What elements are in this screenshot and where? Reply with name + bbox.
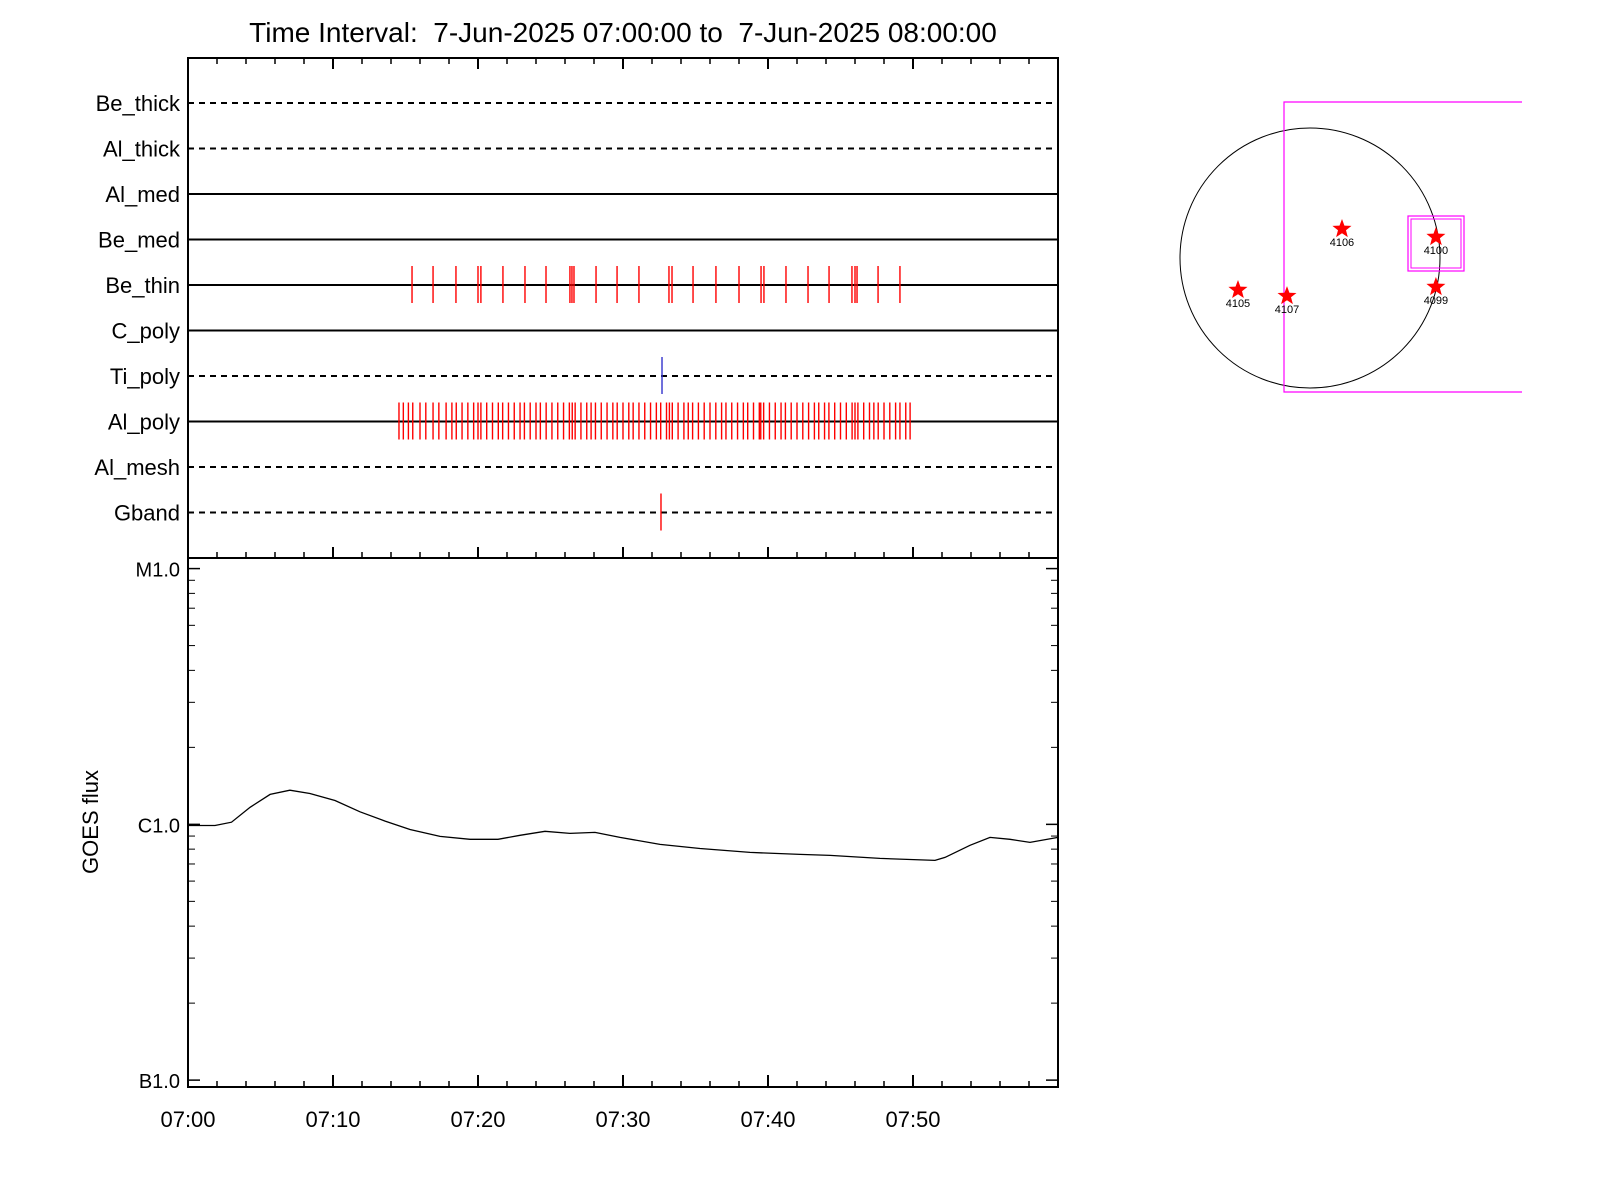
region-label: 4107 bbox=[1275, 304, 1299, 316]
row-label: Al_thick bbox=[103, 137, 181, 162]
row-label: Gband bbox=[114, 501, 180, 526]
region-star bbox=[1277, 286, 1297, 305]
region-label: 4100 bbox=[1424, 245, 1448, 257]
region-star bbox=[1426, 277, 1446, 296]
x-tick-label: 07:20 bbox=[450, 1107, 505, 1132]
row-label: Al_med bbox=[105, 182, 180, 207]
row-label: C_poly bbox=[112, 319, 180, 344]
y-tick-label: C1.0 bbox=[138, 815, 180, 837]
y-tick-label: M1.0 bbox=[136, 560, 180, 582]
region-star bbox=[1426, 227, 1446, 246]
region-label: 4106 bbox=[1330, 237, 1354, 249]
x-tick-label: 07:00 bbox=[160, 1107, 215, 1132]
x-tick-label: 07:50 bbox=[885, 1107, 940, 1132]
row-label: Ti_poly bbox=[110, 364, 180, 389]
x-tick-label: 07:10 bbox=[305, 1107, 360, 1132]
field-of-view bbox=[1283, 101, 1522, 393]
region-star bbox=[1228, 280, 1248, 298]
row-label: Al_mesh bbox=[94, 455, 180, 480]
x-tick-label: 07:40 bbox=[740, 1107, 795, 1132]
row-label: Al_poly bbox=[108, 410, 180, 435]
row-label: Be_med bbox=[98, 228, 180, 253]
target-box-inner bbox=[1410, 218, 1462, 269]
region-label: 4105 bbox=[1226, 298, 1250, 310]
chart-title: Time Interval: 7-Jun-2025 07:00:00 to 7-… bbox=[249, 17, 997, 48]
sun-panel bbox=[1179, 101, 1522, 393]
y-axis-label: GOES flux bbox=[78, 770, 103, 874]
region-star bbox=[1332, 219, 1352, 238]
row-label: Be_thin bbox=[105, 273, 180, 298]
y-tick-label: B1.0 bbox=[139, 1071, 180, 1093]
solar-limb bbox=[1179, 127, 1441, 389]
x-tick-label: 07:30 bbox=[595, 1107, 650, 1132]
goes-curve bbox=[188, 789, 1059, 862]
row-label: Be_thick bbox=[96, 91, 181, 116]
region-label: 4099 bbox=[1424, 295, 1448, 307]
target-box bbox=[1407, 215, 1465, 272]
